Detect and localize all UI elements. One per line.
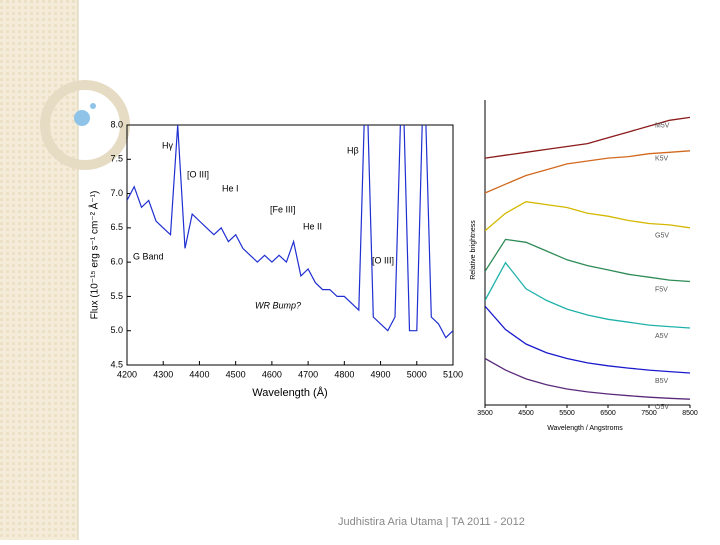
x-tick-label: 5000 xyxy=(407,369,427,379)
x-tick-label: 4200 xyxy=(117,369,137,379)
spectrum-line xyxy=(485,238,690,283)
y-tick-label: 4.5 xyxy=(110,359,123,369)
legend-label: G5V xyxy=(655,233,669,240)
legend-label: O5V xyxy=(655,404,669,411)
annotation: Hβ xyxy=(347,145,359,155)
x-tick-label: 4500 xyxy=(518,410,534,417)
x-tick-label: 4400 xyxy=(189,369,209,379)
y-tick-label: 5.0 xyxy=(110,325,123,335)
decor-ring xyxy=(40,80,130,170)
annotation: [O III] xyxy=(187,169,209,179)
annotation: He II xyxy=(303,221,322,231)
annotation: [O III] xyxy=(372,255,394,265)
y-tick-label: 6.0 xyxy=(110,257,123,267)
annotation: He I xyxy=(222,183,239,193)
legend-label: B5V xyxy=(655,378,669,385)
legend-label: F5V xyxy=(655,286,668,293)
x-tick-label: 6500 xyxy=(600,410,616,417)
spectrum-line xyxy=(485,357,690,400)
y-tick-label: 8.0 xyxy=(110,119,123,129)
y-axis-label: Relative brightness xyxy=(470,220,477,280)
x-tick-label: 4300 xyxy=(153,369,173,379)
y-tick-label: 7.0 xyxy=(110,188,123,198)
x-axis-label: Wavelength (Å) xyxy=(252,386,327,399)
y-axis-label: Flux (10⁻¹⁵ erg s⁻¹ cm⁻² Å⁻¹) xyxy=(88,191,101,320)
spectrum-line xyxy=(485,305,690,374)
decor-dot xyxy=(74,110,90,126)
x-tick-label: 7500 xyxy=(641,410,657,417)
side-strip xyxy=(0,0,78,540)
x-tick-label: 4500 xyxy=(226,369,246,379)
x-tick-label: 8500 xyxy=(682,410,698,417)
legend-label: K5V xyxy=(655,156,669,163)
y-tick-label: 6.5 xyxy=(110,222,123,232)
footer: Judhistira Aria Utama | TA 2011 - 2012 xyxy=(338,516,525,528)
spectrum-line xyxy=(485,261,690,329)
x-tick-label: 4600 xyxy=(262,369,282,379)
annotation: [Fe III] xyxy=(270,204,296,214)
x-axis-label: Wavelength / Angstroms xyxy=(547,425,623,432)
x-tick-label: 5500 xyxy=(559,410,575,417)
spectrum-line xyxy=(485,201,690,232)
annotation: WR Bump? xyxy=(255,300,301,310)
spectrum-line xyxy=(127,125,453,339)
legend-label: M5V xyxy=(655,122,670,129)
y-tick-label: 5.5 xyxy=(110,291,123,301)
x-tick-label: 3500 xyxy=(477,410,493,417)
legend-label: A5V xyxy=(655,333,669,340)
annotation: Hγ xyxy=(162,140,173,150)
x-tick-label: 4700 xyxy=(298,369,318,379)
annotation: G Band xyxy=(133,251,164,261)
spectrum-line xyxy=(485,116,690,159)
spectrum-line xyxy=(485,150,690,194)
plot-frame xyxy=(126,124,454,366)
x-tick-label: 4900 xyxy=(371,369,391,379)
y-tick-label: 7.5 xyxy=(110,154,123,164)
x-tick-label: 5100 xyxy=(443,369,463,379)
x-tick-label: 4800 xyxy=(334,369,354,379)
decor-dot xyxy=(90,103,96,109)
